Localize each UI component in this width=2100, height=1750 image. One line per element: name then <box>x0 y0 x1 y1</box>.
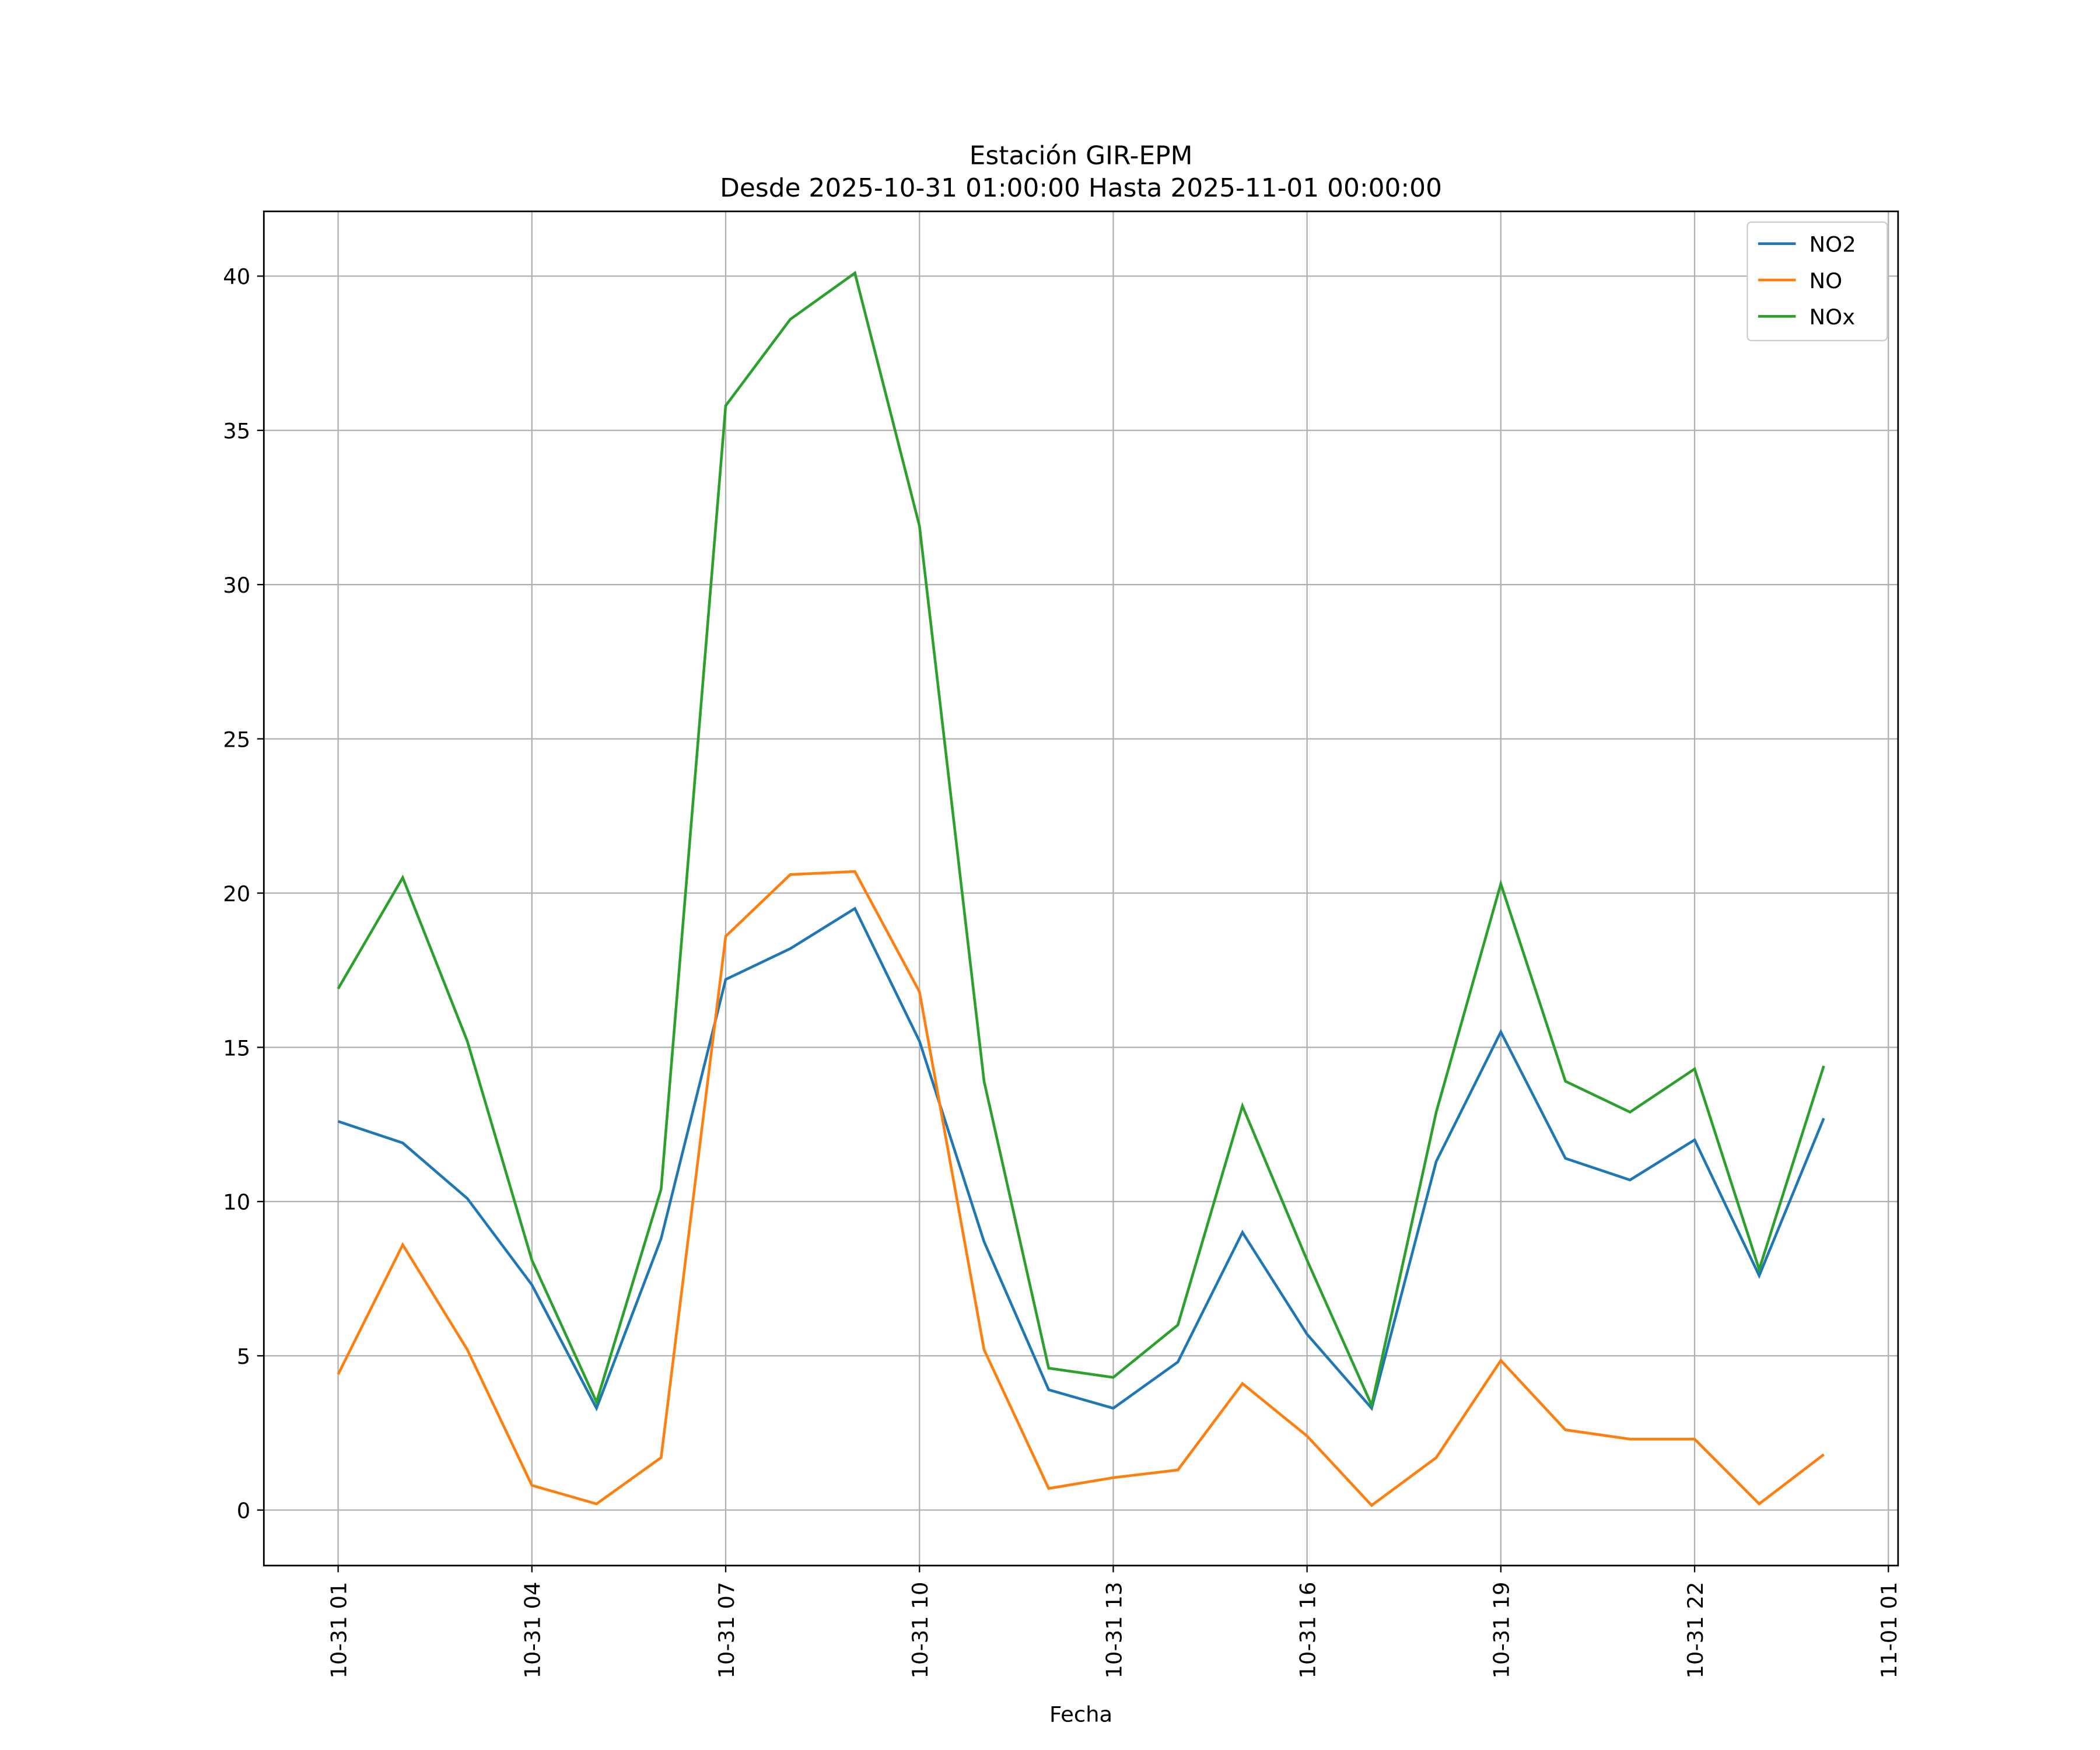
x-tick-label: 10-31 07 <box>714 1582 739 1679</box>
legend-label: NO <box>1810 268 1843 293</box>
x-tick-label: 11-01 01 <box>1877 1582 1902 1679</box>
y-tick-label: 30 <box>223 573 250 598</box>
x-axis-label: Fecha <box>1049 1702 1112 1727</box>
y-tick-label: 40 <box>223 264 250 289</box>
x-tick-label: 10-31 19 <box>1489 1582 1514 1679</box>
legend: NO2 NO NOx <box>1746 221 1888 341</box>
x-tick-label: 10-31 16 <box>1295 1582 1320 1679</box>
legend-box <box>1746 221 1888 341</box>
series-line <box>337 870 1825 1507</box>
series-line <box>337 907 1825 1412</box>
y-tick-label: 35 <box>223 419 250 444</box>
y-tick-label: 0 <box>237 1499 250 1524</box>
x-tick-label: 10-31 01 <box>326 1582 351 1679</box>
y-tick-label: 15 <box>223 1035 250 1060</box>
series-line <box>337 271 1825 1410</box>
y-tick-label: 20 <box>223 881 250 907</box>
y-tick-label: 5 <box>237 1344 250 1369</box>
legend-label: NO2 <box>1810 232 1856 257</box>
y-tick-label: 25 <box>223 727 250 752</box>
chart-title: Estación GIR-EPM <box>970 141 1193 171</box>
x-tick-label: 10-31 13 <box>1101 1582 1126 1679</box>
y-tick-label: 10 <box>223 1190 250 1215</box>
x-tick-label: 10-31 04 <box>520 1582 545 1679</box>
plot-frame <box>262 210 1899 1567</box>
x-tick-label: 10-31 22 <box>1683 1582 1708 1679</box>
legend-label: NOx <box>1810 304 1856 330</box>
x-tick-label: 10-31 10 <box>908 1582 933 1679</box>
chart-subtitle: Desde 2025-10-31 01:00:00 Hasta 2025-11-… <box>720 173 1442 203</box>
